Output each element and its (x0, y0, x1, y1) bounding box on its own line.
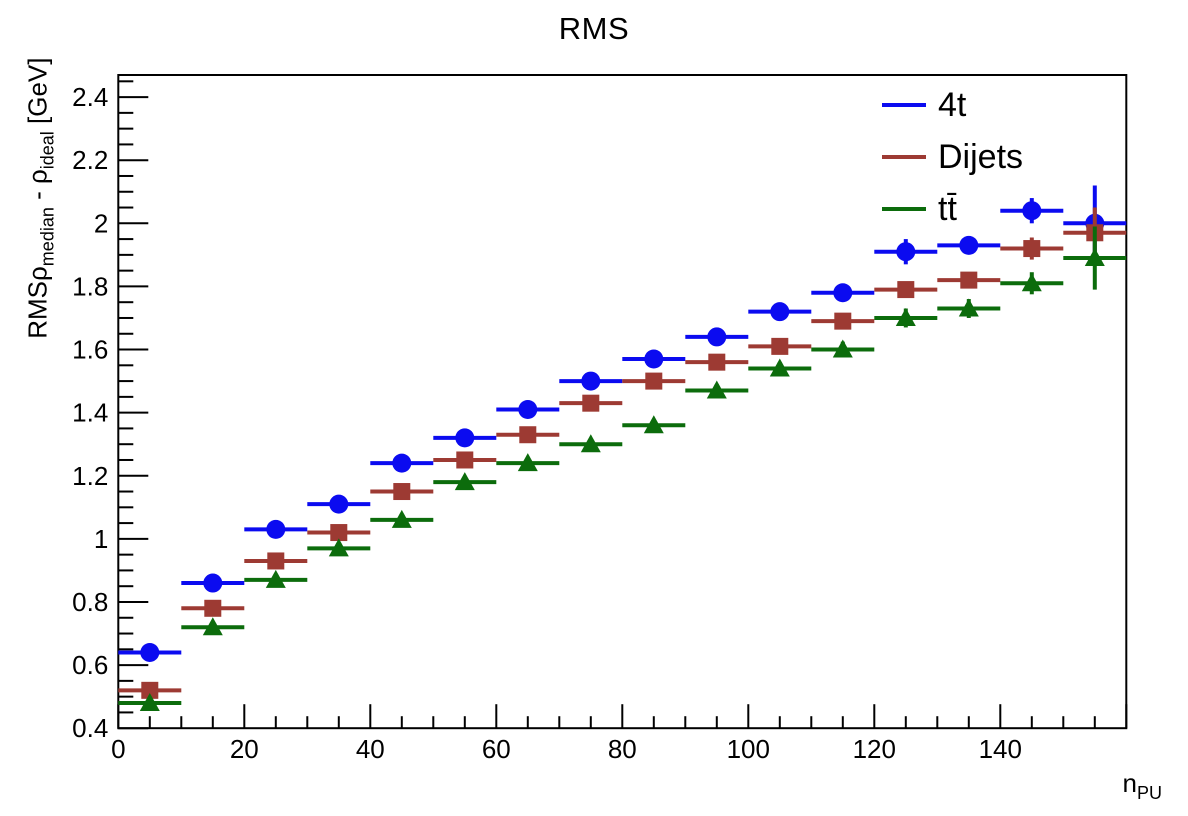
data-point-square (519, 426, 537, 444)
data-point-circle (392, 453, 412, 473)
data-point-circle (770, 302, 790, 322)
data-point-circle (959, 235, 979, 255)
x-tick-label: 40 (356, 734, 385, 764)
y-tick-label: 1.8 (72, 271, 108, 301)
y-tick-label: 1.6 (72, 335, 108, 365)
data-point-circle (707, 327, 727, 347)
legend-label: 4t (938, 86, 967, 124)
data-point-triangle (895, 307, 916, 326)
y-axis-title-text: RMS (22, 280, 53, 339)
x-axis-title-text: n (1122, 768, 1137, 798)
x-tick-label: 20 (230, 734, 259, 764)
data-point-square (330, 524, 348, 542)
data-point-triangle (832, 339, 853, 358)
data-point-triangle (580, 434, 601, 453)
legend: 4t Dijets tt̄ (882, 79, 1023, 235)
x-tick-label: 0 (111, 734, 125, 764)
data-point-circle (644, 349, 664, 369)
y-tick-label: 1.2 (72, 461, 108, 491)
x-tick-label: 140 (979, 734, 1022, 764)
y-tick-label: 0.4 (72, 713, 108, 743)
data-point-square (141, 681, 159, 699)
data-point-square (393, 483, 411, 501)
legend-line-sample (882, 207, 926, 211)
data-point-circle (140, 642, 160, 662)
data-point-circle (329, 494, 349, 514)
legend-line-sample (882, 155, 926, 159)
y-axis-title-text: ρ (22, 169, 53, 185)
y-axis-title-text: - (22, 184, 53, 208)
x-tick-label: 120 (853, 734, 896, 764)
y-axis-title: RMSρmedian - ρideal [GeV] (22, 57, 58, 398)
data-point-square (582, 394, 600, 412)
data-point-triangle (391, 509, 412, 528)
y-tick-label: 1.4 (72, 398, 108, 428)
data-point-triangle (1021, 273, 1042, 292)
data-point-circle (266, 519, 286, 539)
chart-title: RMS (558, 11, 630, 46)
x-axis-title: nPU (1122, 768, 1162, 803)
data-point-square (834, 312, 852, 330)
y-axis-title-text: ρ (22, 266, 53, 281)
x-tick-label: 80 (608, 734, 637, 764)
data-point-triangle (769, 358, 790, 377)
data-point-circle (833, 283, 853, 303)
y-axis-title-subscript: median (37, 207, 58, 267)
data-point-triangle (454, 472, 475, 491)
data-point-circle (1022, 201, 1042, 221)
x-axis-title-subscript: PU (1136, 783, 1162, 803)
data-point-triangle (958, 298, 979, 317)
data-point-triangle (265, 569, 286, 588)
data-point-square (645, 372, 663, 390)
data-point-triangle (706, 380, 727, 399)
data-point-circle (518, 399, 538, 419)
data-point-triangle (1084, 248, 1105, 267)
x-tick-label: 100 (727, 734, 770, 764)
data-point-square (960, 271, 978, 289)
data-point-square (771, 337, 789, 355)
data-point-triangle (517, 453, 538, 472)
y-axis-title-text: [GeV] (22, 57, 53, 132)
y-tick-label: 0.8 (72, 587, 108, 617)
y-tick-label: 2 (94, 208, 108, 238)
data-point-circle (203, 573, 223, 593)
legend-label: tt̄ (938, 190, 957, 228)
data-point-square (267, 552, 285, 570)
data-point-circle (896, 242, 916, 262)
data-point-triangle (328, 538, 349, 557)
legend-label: Dijets (938, 138, 1024, 176)
legend-line-sample (882, 103, 926, 107)
data-point-triangle (643, 415, 664, 434)
y-tick-label: 0.6 (72, 650, 108, 680)
data-point-triangle (139, 692, 160, 711)
y-tick-label: 2.4 (72, 82, 108, 112)
data-point-circle (581, 371, 601, 391)
y-tick-label: 2.2 (72, 145, 108, 175)
y-tick-label: 1 (94, 524, 108, 554)
y-axis-title-subscript: ideal (37, 131, 58, 170)
data-point-square (708, 353, 726, 371)
data-point-square (897, 281, 915, 299)
legend-entry: tt̄ (882, 183, 1023, 235)
legend-entry: Dijets (882, 131, 1023, 183)
data-point-square (204, 599, 222, 617)
x-tick-label: 60 (482, 734, 511, 764)
legend-entry: 4t (882, 79, 1023, 131)
data-point-circle (455, 428, 475, 448)
data-point-square (456, 451, 474, 469)
data-point-square (1023, 240, 1041, 258)
data-point-triangle (202, 617, 223, 636)
